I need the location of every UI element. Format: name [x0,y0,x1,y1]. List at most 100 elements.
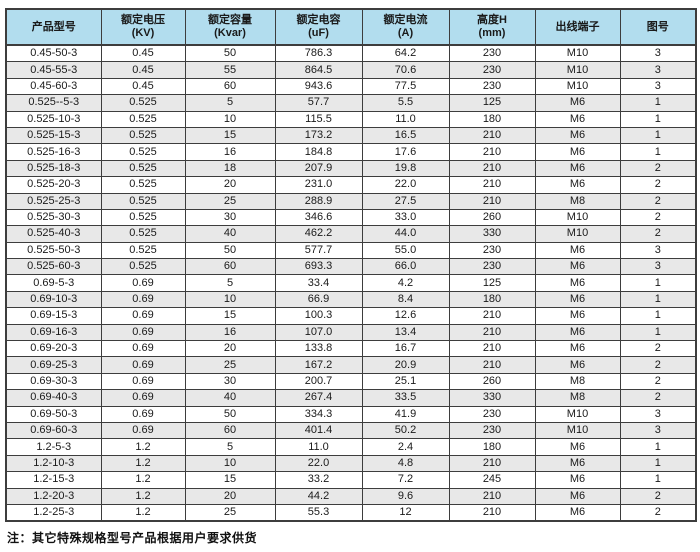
column-header-label: 额定电压 [121,14,165,26]
table-cell: 1.2 [100,503,186,522]
table-cell: 1.2-10-3 [5,454,102,473]
table-cell: 864.5 [274,61,363,79]
table-cell: 693.3 [274,258,363,276]
column-header-label: 图号 [646,20,669,33]
table-cell: 64.2 [361,44,450,63]
table-cell: 22.0 [361,176,450,194]
table-cell: 12.6 [361,307,450,325]
table-cell: M6 [534,258,621,276]
table-cell: 230 [448,241,536,260]
table-cell: 1 [619,126,697,145]
table-cell: 1.2 [100,438,186,456]
table-cell: 2 [619,372,697,391]
table-cell: 50.2 [361,421,450,440]
table-cell: 210 [448,356,536,374]
table-cell: 267.4 [274,389,363,407]
table-cell: M6 [534,290,621,309]
table-cell: 210 [448,307,536,325]
table-cell: 0.69 [100,421,186,440]
table-cell: 0.525 [100,143,186,161]
table-cell: 1 [619,274,697,292]
table-cell: 33.2 [274,471,363,489]
table-cell: 0.69 [100,389,186,407]
table-cell: 0.525-60-3 [5,258,102,276]
table-cell: 2 [619,225,697,243]
table-cell: 1 [619,290,697,309]
table-cell: 1.2-20-3 [5,487,102,505]
table-row: 0.525-15-3 0.525 15 173.2 16.5 210 M6 1 [5,126,697,145]
table-cell: 30 [184,372,276,391]
table-cell: 0.525-10-3 [5,110,102,128]
column-header-label: 额定电容 [296,14,341,26]
table-cell: 0.525-15-3 [5,126,102,145]
table-cell: 40 [184,225,276,243]
table-row: 0.69-30-3 0.69 30 200.7 25.1 260 M8 2 [5,372,697,391]
table-cell: M6 [534,176,621,194]
table-row: 0.45-50-3 0.45 50 786.3 64.2 230 M10 3 [5,44,697,63]
header-row: 产品型号 额定电压 (KV) 额定容量 (Kvar) 额定电容 (uF) 额定电流 (A) 高度H… [5,8,697,46]
table-cell: 2 [619,340,697,358]
table-cell: 100.3 [274,307,363,325]
table-cell: 50 [184,241,276,260]
table-cell: 0.525-20-3 [5,176,102,194]
table-cell: 70.6 [361,61,450,79]
table-cell: 50 [184,44,276,63]
table-row: 0.69-10-3 0.69 10 66.9 8.4 180 M6 1 [5,290,697,309]
table-cell: 10 [184,290,276,309]
table-cell: 1 [619,94,697,112]
table-cell: 0.45 [100,61,186,79]
table-cell: 2 [619,356,697,374]
table-cell: 210 [448,159,536,178]
table-cell: 0.525 [100,225,186,243]
table-cell: 260 [448,208,536,227]
table-cell: 200.7 [274,372,363,391]
table-row: 0.525-50-3 0.525 50 577.7 55.0 230 M6 3 [5,241,697,260]
table-cell: 16 [184,143,276,161]
table-cell: M6 [534,241,621,260]
table-cell: 25 [184,356,276,374]
table-cell: 210 [448,340,536,358]
table-row: 0.69-20-3 0.69 20 133.8 16.7 210 M6 2 [5,340,697,358]
table-row: 1.2-20-3 1.2 20 44.2 9.6 210 M6 2 [5,487,697,505]
table-cell: 173.2 [274,126,363,145]
table-cell: 55.0 [361,241,450,260]
table-cell: 5 [184,438,276,456]
table-cell: M6 [534,487,621,505]
table-cell: M8 [534,192,621,210]
table-cell: 0.69 [100,274,186,292]
table-cell: 15 [184,471,276,489]
table-cell: M6 [534,323,621,342]
table-cell: 0.45 [100,77,186,96]
table-cell: M6 [534,471,621,489]
table-row: 0.525-10-3 0.525 10 115.5 11.0 180 M6 1 [5,110,697,128]
table-row: 0.525-18-3 0.525 18 207.9 19.8 210 M6 2 [5,159,697,178]
table-row: 1.2-25-3 1.2 25 55.3 12 210 M6 2 [5,503,697,522]
table-cell: 0.69 [100,290,186,309]
table-cell: 5.5 [361,94,450,112]
table-cell: 260 [448,372,536,391]
table-cell: 0.525 [100,258,186,276]
table-row: 0.525-20-3 0.525 20 231.0 22.0 210 M6 2 [5,176,697,194]
table-cell: 210 [448,126,536,145]
table-cell: 0.69-5-3 [5,274,102,292]
table-cell: 180 [448,438,536,456]
table-cell: 50 [184,405,276,423]
table-cell: M10 [534,77,621,96]
table-cell: 1.2 [100,471,186,489]
table-cell: 230 [448,405,536,423]
table-cell: 44.2 [274,487,363,505]
table-cell: 57.7 [274,94,363,112]
table-row: 0.525-25-3 0.525 25 288.9 27.5 210 M8 2 [5,192,697,210]
table-cell: 19.8 [361,159,450,178]
table-cell: 0.69-30-3 [5,372,102,391]
table-cell: 10 [184,110,276,128]
table-cell: 330 [448,389,536,407]
table-cell: 167.2 [274,356,363,374]
table-cell: M6 [534,159,621,178]
table-cell: 8.4 [361,290,450,309]
table-cell: 334.3 [274,405,363,423]
table-cell: M10 [534,208,621,227]
table-cell: 3 [619,61,697,79]
table-cell: 210 [448,176,536,194]
table-row: 1.2-5-3 1.2 5 11.0 2.4 180 M6 1 [5,438,697,456]
